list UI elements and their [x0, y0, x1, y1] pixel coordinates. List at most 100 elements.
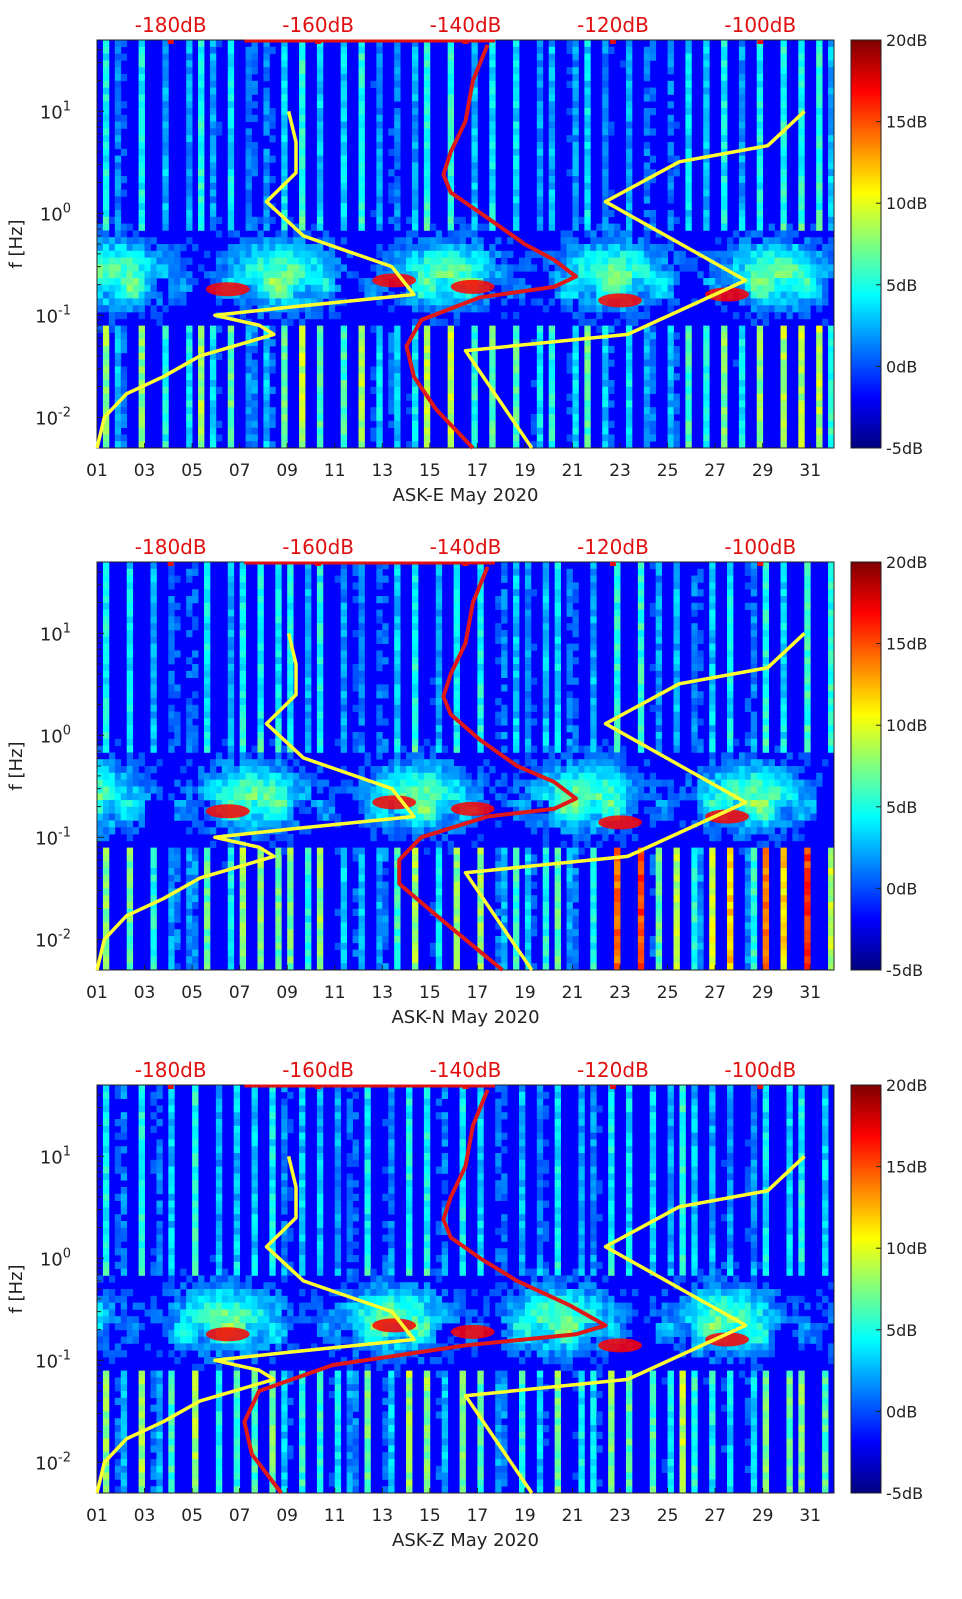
x-tick-label: 17: [467, 983, 489, 1003]
x-tick-label: 25: [657, 1506, 679, 1526]
top-tick-mark: [757, 562, 764, 566]
x-tick-label: 05: [181, 1506, 203, 1526]
x-tick-label: 27: [704, 461, 726, 481]
heatmap-cells: [97, 1085, 835, 1494]
colorbar-tick-label: 0dB: [886, 1402, 917, 1421]
upper-noise-model-curve: [463, 110, 806, 449]
colorbar-tick-label: 0dB: [886, 357, 917, 376]
x-axis: 01 03 05 07 09 11 13 15 17 19 21 23 25 27 29 31: [86, 443, 821, 481]
top-db-axis: -180dB -160dB -140dB -120dB -100dB: [135, 1058, 796, 1089]
y-tick-label: 10-1: [35, 303, 71, 327]
top-tick-label: -120dB: [577, 535, 649, 559]
colorbar: 20dB 15dB 10dB 5dB 0dB -5dB: [850, 1076, 928, 1503]
y-tick-label: 100: [40, 723, 71, 747]
top-tick-label: -100dB: [724, 1058, 796, 1082]
x-tick-label: 05: [181, 461, 203, 481]
x-tick-label: 17: [467, 461, 489, 481]
y-tick-label: 100: [40, 1246, 71, 1270]
top-tick-mark: [609, 1085, 616, 1089]
colorbar-gradient: [850, 39, 882, 449]
y-axis-label: f [Hz]: [6, 1264, 27, 1313]
top-tick-label: -140dB: [430, 535, 502, 559]
y-axis-label: f [Hz]: [6, 741, 27, 790]
x-tick-label: 13: [371, 983, 393, 1003]
x-tick-label: 15: [419, 1506, 441, 1526]
heatmap-cells: [97, 562, 835, 971]
x-tick-label: 03: [134, 983, 156, 1003]
microseism-peak: [205, 282, 250, 297]
x-tick-label: 01: [86, 1506, 108, 1526]
spectrogram-panel-n: 01 03 05 07 09 11 13 15 17 19 21 23 25 27 29 31 ASK-N Ma…: [6, 535, 928, 1028]
top-db-axis: -180dB -160dB -140dB -120dB -100dB: [135, 535, 796, 566]
x-tick-label: 25: [657, 983, 679, 1003]
station-psd-curve: [242, 1088, 608, 1495]
y-tick-label: 10-2: [35, 1450, 71, 1474]
upper-noise-model-curve: [463, 1155, 806, 1494]
microseism-peak: [450, 279, 495, 294]
colorbar-tick-label: 0dB: [886, 879, 917, 898]
x-tick-label: 15: [419, 983, 441, 1003]
station-psd-curve: [404, 43, 578, 450]
x-axis: 01 03 05 07 09 11 13 15 17 19 21 23 25 27 29 31: [86, 965, 821, 1003]
colorbar-tick-label: 10dB: [886, 1239, 928, 1258]
microseism-peak: [372, 795, 417, 810]
y-tick-label: 100: [40, 201, 71, 225]
upper-noise-model-curve: [463, 632, 806, 971]
x-tick-label: 29: [752, 1506, 774, 1526]
x-tick-label: 19: [514, 461, 536, 481]
spectrogram-panel-e: 01 03 05 07 09 11 13 15 17 19 21 23 25 27 29 31 ASK-E Ma…: [6, 13, 928, 506]
x-tick-label: 03: [134, 461, 156, 481]
x-tick-label: 07: [229, 983, 251, 1003]
top-tick-label: -160dB: [282, 535, 354, 559]
y-tick-label: 101: [40, 1144, 71, 1168]
x-tick-label: 03: [134, 1506, 156, 1526]
colorbar-tick-label: -5dB: [886, 961, 923, 980]
x-tick-label: 11: [324, 1506, 346, 1526]
colorbar-tick-label: 5dB: [886, 1321, 917, 1340]
microseism-peak: [705, 1332, 750, 1347]
top-tick-mark: [609, 40, 616, 44]
x-tick-label: 31: [799, 1506, 821, 1526]
x-tick-label: 21: [562, 1506, 584, 1526]
x-tick-label: 17: [467, 1506, 489, 1526]
top-tick-mark: [167, 562, 174, 566]
colorbar-tick-label: 15dB: [886, 635, 928, 654]
colorbar: 20dB 15dB 10dB 5dB 0dB -5dB: [850, 31, 928, 458]
microseism-peak: [598, 815, 643, 830]
top-tick-label: -100dB: [724, 535, 796, 559]
x-tick-label: 13: [371, 1506, 393, 1526]
x-tick-label: 01: [86, 461, 108, 481]
top-tick-label: -180dB: [135, 1058, 207, 1082]
x-tick-label: 19: [514, 983, 536, 1003]
top-tick-label: -120dB: [577, 13, 649, 37]
colorbar-tick-label: 5dB: [886, 276, 917, 295]
x-tick-label: 21: [562, 983, 584, 1003]
x-axis-label: ASK-N May 2020: [391, 1007, 539, 1028]
colorbar-tick-label: 20dB: [886, 1076, 928, 1095]
top-tick-label: -100dB: [724, 13, 796, 37]
x-axis-label: ASK-Z May 2020: [392, 1530, 539, 1551]
top-tick-label: -140dB: [430, 13, 502, 37]
microseism-peak: [598, 293, 643, 308]
x-tick-label: 07: [229, 461, 251, 481]
lower-noise-model-curve: [95, 1155, 416, 1494]
y-tick-label: 10-2: [35, 405, 71, 429]
colorbar-tick-label: -5dB: [886, 1484, 923, 1503]
x-tick-label: 13: [371, 461, 393, 481]
x-tick-label: 11: [324, 983, 346, 1003]
x-tick-label: 09: [276, 1506, 298, 1526]
x-tick-label: 09: [276, 983, 298, 1003]
x-tick-label: 31: [799, 461, 821, 481]
top-tick-mark: [757, 40, 764, 44]
top-tick-label: -140dB: [430, 1058, 502, 1082]
top-tick-mark: [167, 40, 174, 44]
colorbar-tick-label: 15dB: [886, 113, 928, 132]
microseism-peak: [372, 1318, 417, 1333]
y-axis: 10-2 10-1 100 101: [35, 571, 104, 951]
microseism-peak: [450, 1324, 495, 1339]
top-tick-label: -180dB: [135, 535, 207, 559]
x-tick-label: 21: [562, 461, 584, 481]
top-tick-mark: [757, 1085, 764, 1089]
y-axis: 10-2 10-1 100 101: [35, 1094, 104, 1474]
microseism-peak: [450, 801, 495, 816]
